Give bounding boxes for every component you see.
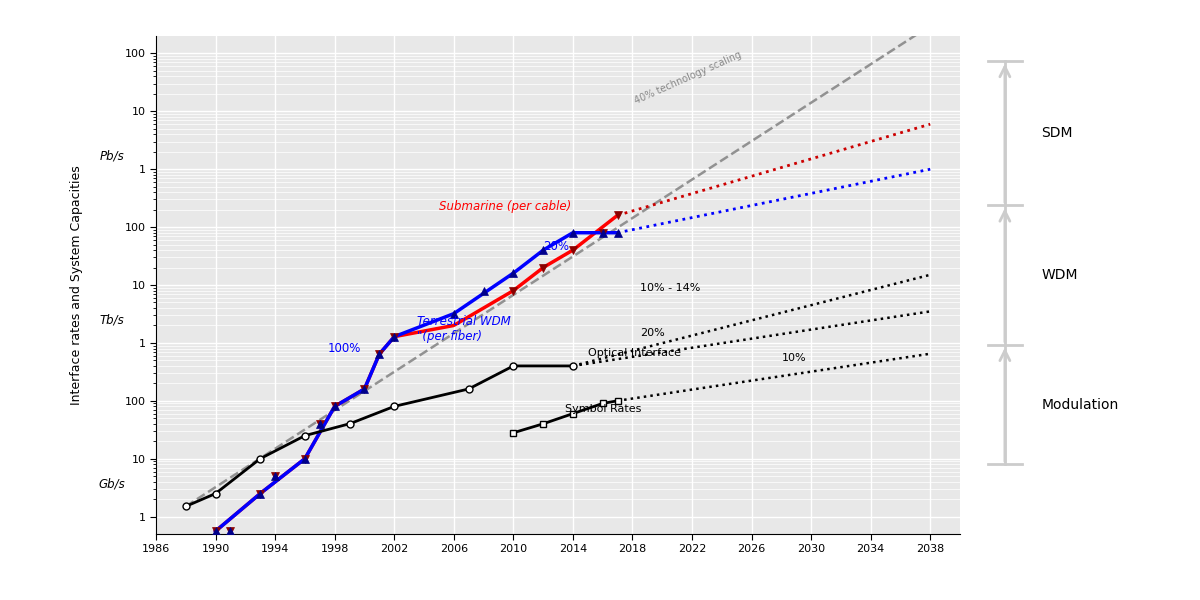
Text: 10%: 10% [781,353,806,364]
Text: 100%: 100% [328,342,360,355]
Text: Terrestrial WDM
"(per fiber): Terrestrial WDM "(per fiber) [416,315,510,343]
Text: Symbol Rates: Symbol Rates [565,404,642,413]
Text: Submarine (per cable): Submarine (per cable) [439,200,571,212]
Text: WDM: WDM [1042,268,1078,282]
Text: Gb/s: Gb/s [98,478,125,491]
Text: Modulation: Modulation [1042,398,1118,412]
Text: 20%: 20% [640,328,665,338]
Text: 40% technology scaling: 40% technology scaling [632,49,743,106]
Y-axis label: Interface rates and System Capacities: Interface rates and System Capacities [70,165,83,405]
Text: Optical Interface: Optical Interface [588,348,680,358]
Text: 20%: 20% [544,240,569,253]
Text: SDM: SDM [1042,126,1073,140]
Text: Pb/s: Pb/s [100,149,124,162]
Text: 10% - 14%: 10% - 14% [640,283,701,293]
Text: Tb/s: Tb/s [100,313,124,326]
